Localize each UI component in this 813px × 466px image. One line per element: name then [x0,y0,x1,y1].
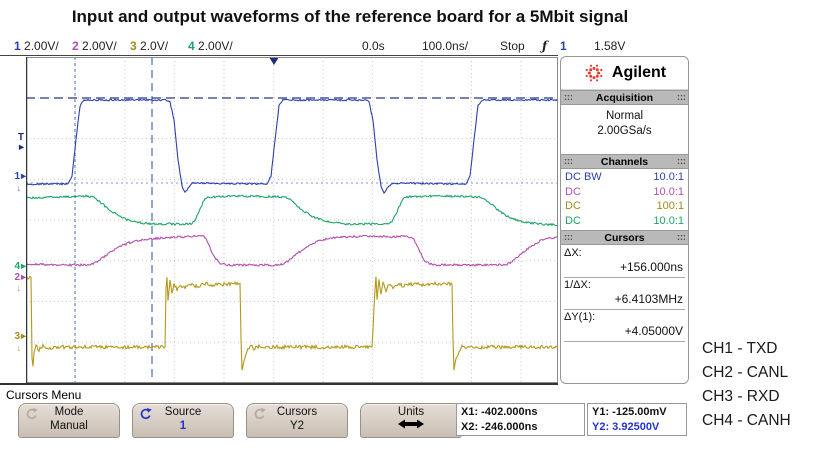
legend-ch2: CH2 - CANL [702,364,789,381]
brand-name: Agilent [611,64,667,81]
grip-icon [564,234,572,241]
channel-marker-2: 2 ▶ [14,272,26,283]
y2-value: Y2: 3.92500V [592,421,660,433]
channel-marker-4: 4 ▶ [14,261,26,272]
cursor-row: 1/ΔX: +6.4103MHz [564,278,685,310]
status-channel-3: 3 2.0V/ [130,39,169,53]
cursor-measurements: ΔX: +156.000ns 1/ΔX: +6.4103MHz ΔY(1): +4.050… [561,245,688,342]
y-cursor-readout: Y1: -125.00mV Y2: 3.92500V [587,403,687,436]
status-channel-4: 4 2.00V/ [188,39,233,53]
grip-icon [676,158,685,165]
left-right-arrow-icon [398,419,424,429]
right-panel: Agilent Acquisition Normal 2.00GSa/s Cha… [560,56,689,384]
grip-icon [564,94,572,101]
legend-ch4: CH4 - CANH [702,412,791,429]
offset-arrow-1: ↓ [16,183,22,193]
plot-bottom-border [0,383,558,385]
x2-value: X2: -246.000ns [461,421,538,433]
cursors-title: Cursors [604,231,645,244]
softkey-source[interactable]: Source 1 [132,403,234,438]
legend-ch1: CH1 - TXD [702,340,778,357]
acquisition-mode: Normal [605,110,644,122]
grip-icon [676,234,685,241]
menu-title: Cursors Menu [6,388,82,402]
trigger-source-readout: 1 [560,39,567,53]
channel-config-row-4: DC 10.0:1 [565,214,684,227]
channel-config-row-1: DC BW 10.0:1 [565,171,684,183]
acquisition-section-header[interactable]: Acquisition [561,90,688,105]
x1-value: X1: -402.000ns [461,406,538,418]
grip-icon [676,94,685,101]
offset-arrow-2: ↓ [16,283,22,293]
trigger-edge-icon: ƒ [542,39,548,53]
legend-ch3: CH3 - RXD [702,388,780,405]
waveform-display [26,57,558,383]
channel-config-row-3: DC 100:1 [565,200,684,212]
offset-arrow-3: ↓ [16,343,22,353]
status-channel-2: 2 2.00V/ [72,39,117,53]
trigger-level-readout: 1.58V [594,39,626,53]
agilent-spark-icon [585,64,603,82]
channel-marker-column: T ▶ 1 ▶ ↓ 4 ▶ 2 ▶ ↓ 3 ▶ ↓ [0,57,26,383]
channel-marker-3: 3 ▶ [14,331,26,342]
y1-value: Y1: -125.00mV [592,406,667,418]
time-offset-readout: 0.0s [362,39,385,53]
status-channel-1: 1 2.00V/ [14,39,59,53]
grip-icon [564,158,572,165]
x-cursor-readout: X1: -402.000ns X2: -246.000ns [456,403,585,436]
softkey-units[interactable]: Units [360,403,462,438]
softkey-cursors[interactable]: Cursors Y2 [246,403,348,438]
channel-marker-1: 1 ▶ [14,171,26,182]
channels-config-list: DC BW 10.0:1 DC 10.0:1 DC 100:1 DC 10.0:1 [561,169,688,230]
cursor-row: ΔY(1): +4.05000V [564,310,685,342]
knob-icon [26,408,38,420]
acquisition-title: Acquisition [595,91,654,104]
brand-header: Agilent [561,57,688,90]
statusbar-divider [0,55,558,56]
channels-title: Channels [600,155,649,168]
channels-section-header[interactable]: Channels [561,154,688,169]
page-title: Input and output waveforms of the refere… [71,7,629,26]
softkey-mode[interactable]: Mode Manual [18,403,120,438]
status-bar-channels: 1 2.00V/2 2.00V/3 2.0V/4 2.00V/ [14,39,246,53]
knob-icon [140,408,152,420]
channel-config-row-2: DC 10.0:1 [565,185,684,198]
channel-legend: CH1 - TXD CH2 - CANL CH3 - RXD CH4 - CANH [702,337,791,433]
knob-icon [254,408,266,420]
channel-marker-T: T ▶ [17,132,24,152]
sample-rate: 2.00GSa/s [597,125,652,137]
run-state-readout: Stop [500,39,525,53]
acquisition-body: Normal 2.00GSa/s [561,105,688,154]
cursor-row: ΔX: +156.000ns [564,246,685,278]
cursors-section-header[interactable]: Cursors [561,230,688,245]
softkey-row: Mode Manual Source 1 Cursors Y2 Units [18,403,462,438]
timebase-readout: 100.0ns/ [422,39,469,53]
